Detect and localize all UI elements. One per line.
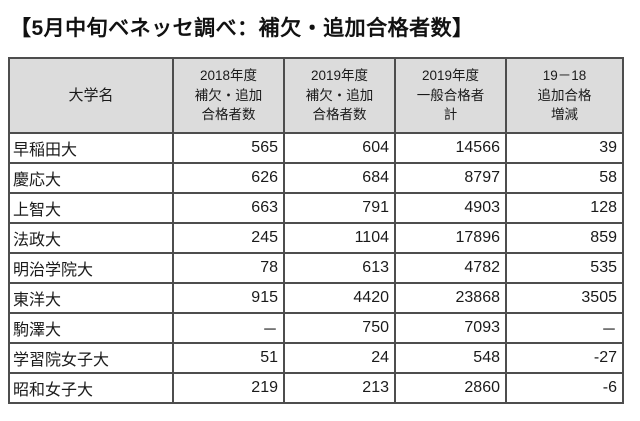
total-2019-cell: 4903 (394, 192, 507, 224)
university-name-cell: 慶応大 (8, 162, 174, 194)
value-2019-cell: 604 (283, 132, 396, 164)
university-name-cell: 早稲田大 (8, 132, 174, 164)
table-row: 学習院女子大 51 24 548 -27 (8, 342, 624, 374)
value-2018-cell: 915 (172, 282, 285, 314)
diff-cell: － (505, 312, 624, 344)
value-2018-cell: － (172, 312, 285, 344)
value-2018-cell: 78 (172, 252, 285, 284)
university-name-cell: 昭和女子大 (8, 372, 174, 404)
column-header-diff-19-18: 19－18 追加合格 増減 (505, 57, 624, 134)
diff-cell: 58 (505, 162, 624, 194)
total-2019-cell: 23868 (394, 282, 507, 314)
table-row: 昭和女子大 219 213 2860 -6 (8, 372, 624, 404)
diff-cell: 39 (505, 132, 624, 164)
diff-cell: 535 (505, 252, 624, 284)
value-2019-cell: 750 (283, 312, 396, 344)
value-2019-cell: 24 (283, 342, 396, 374)
value-2018-cell: 245 (172, 222, 285, 254)
table-row: 上智大 663 791 4903 128 (8, 192, 624, 224)
value-2019-cell: 213 (283, 372, 396, 404)
total-2019-cell: 17896 (394, 222, 507, 254)
header-row: 大学名 2018年度 補欠・追加 合格者数 2019年度 補欠・追加 合格者数 … (8, 57, 624, 134)
university-name-cell: 東洋大 (8, 282, 174, 314)
value-2018-cell: 663 (172, 192, 285, 224)
diff-cell: -27 (505, 342, 624, 374)
diff-cell: -6 (505, 372, 624, 404)
table-row: 東洋大 915 4420 23868 3505 (8, 282, 624, 314)
value-2018-cell: 51 (172, 342, 285, 374)
total-2019-cell: 8797 (394, 162, 507, 194)
table-row: 法政大 245 1104 17896 859 (8, 222, 624, 254)
value-2018-cell: 626 (172, 162, 285, 194)
university-name-cell: 駒澤大 (8, 312, 174, 344)
university-name-cell: 法政大 (8, 222, 174, 254)
total-2019-cell: 2860 (394, 372, 507, 404)
total-2019-cell: 14566 (394, 132, 507, 164)
total-2019-cell: 7093 (394, 312, 507, 344)
total-2019-cell: 548 (394, 342, 507, 374)
value-2019-cell: 791 (283, 192, 396, 224)
value-2019-cell: 1104 (283, 222, 396, 254)
value-2018-cell: 565 (172, 132, 285, 164)
university-name-cell: 明治学院大 (8, 252, 174, 284)
university-name-cell: 学習院女子大 (8, 342, 174, 374)
column-header-2019-supplementary: 2019年度 補欠・追加 合格者数 (283, 57, 396, 134)
table-row: 早稲田大 565 604 14566 39 (8, 132, 624, 164)
value-2019-cell: 684 (283, 162, 396, 194)
column-header-university: 大学名 (8, 57, 174, 134)
admissions-table: 大学名 2018年度 補欠・追加 合格者数 2019年度 補欠・追加 合格者数 … (8, 57, 624, 404)
diff-cell: 128 (505, 192, 624, 224)
value-2019-cell: 4420 (283, 282, 396, 314)
table-row: 慶応大 626 684 8797 58 (8, 162, 624, 194)
page-title: 【5月中旬ベネッセ調べ：補欠・追加合格者数】 (10, 17, 474, 40)
total-2019-cell: 4782 (394, 252, 507, 284)
column-header-2019-general-total: 2019年度 一般合格者 計 (394, 57, 507, 134)
value-2018-cell: 219 (172, 372, 285, 404)
table-row: 明治学院大 78 613 4782 535 (8, 252, 624, 284)
table-row: 駒澤大 － 750 7093 － (8, 312, 624, 344)
diff-cell: 3505 (505, 282, 624, 314)
diff-cell: 859 (505, 222, 624, 254)
value-2019-cell: 613 (283, 252, 396, 284)
university-name-cell: 上智大 (8, 192, 174, 224)
column-header-2018-supplementary: 2018年度 補欠・追加 合格者数 (172, 57, 285, 134)
